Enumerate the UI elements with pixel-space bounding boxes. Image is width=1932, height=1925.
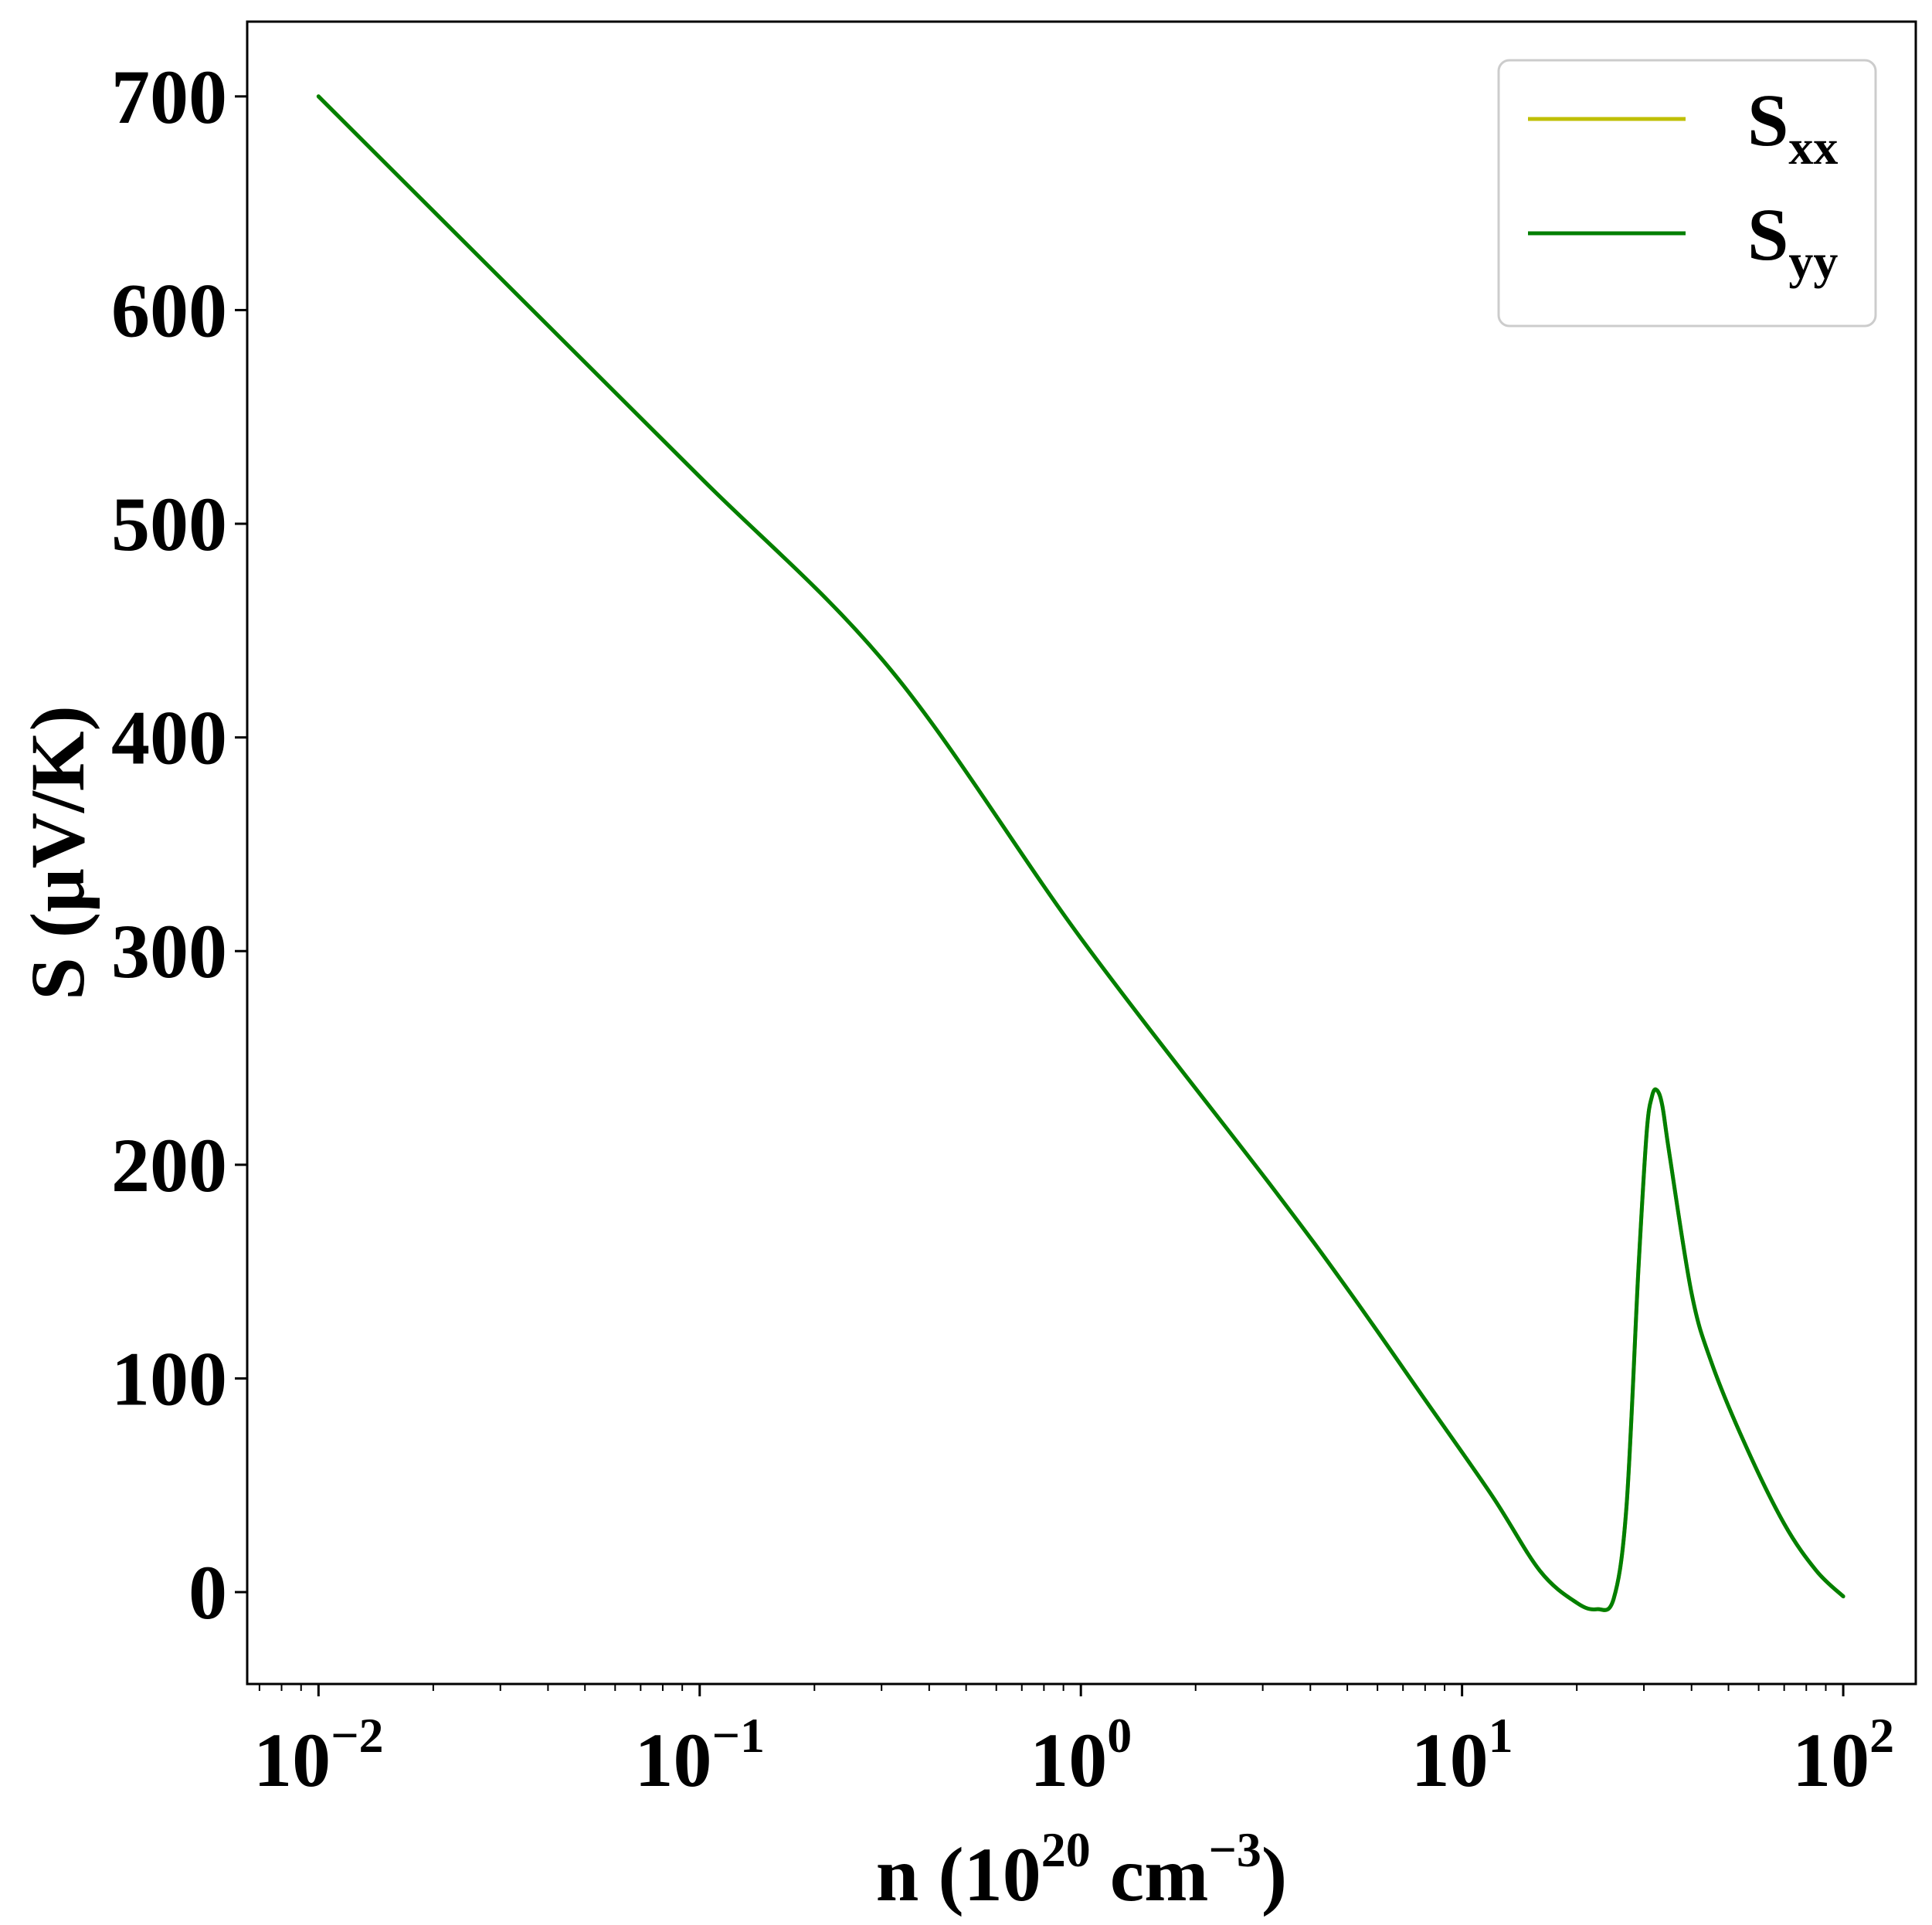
y-tick-label-2: 200 bbox=[111, 1122, 227, 1208]
series-line-syy bbox=[316, 94, 1845, 1612]
legend-label-sxx: Sxx bbox=[1747, 79, 1838, 175]
y-tick-label-7: 700 bbox=[111, 54, 227, 140]
y-tick-label-0: 0 bbox=[188, 1550, 227, 1635]
x-tick-label-1: 10−1 bbox=[635, 1708, 765, 1803]
series-lines bbox=[316, 94, 1845, 1612]
legend-label-syy-sub: yy bbox=[1788, 234, 1838, 289]
legend-label-sxx-sub: xx bbox=[1788, 120, 1838, 175]
legend-label-syy-main: S bbox=[1747, 193, 1788, 276]
y-tick-label-1: 100 bbox=[111, 1336, 227, 1421]
x-tick-label-exp: 2 bbox=[1869, 1708, 1894, 1763]
y-axis-ticks: 0 100 200 300 400 500 600 700 bbox=[111, 54, 247, 1635]
plot-frame bbox=[246, 20, 1917, 1686]
x-tick-label-base: 10 bbox=[1411, 1717, 1489, 1803]
x-axis-label-mid: cm bbox=[1091, 1832, 1209, 1917]
x-axis-ticks: 10−2 10−1 100 101 102 bbox=[253, 1684, 1894, 1803]
x-tick-label-base: 10 bbox=[1030, 1717, 1107, 1803]
x-tick-label-exp: −1 bbox=[712, 1708, 765, 1763]
x-tick-label-2: 100 bbox=[1030, 1708, 1132, 1803]
y-tick-label-3: 300 bbox=[111, 908, 227, 994]
y-tick-label-5: 500 bbox=[111, 481, 227, 567]
legend: Sxx Syy bbox=[1497, 59, 1877, 328]
x-tick-label-exp: 1 bbox=[1489, 1708, 1513, 1763]
y-tick-label-6: 600 bbox=[111, 267, 227, 353]
x-axis-label-sup2: −3 bbox=[1208, 1822, 1261, 1877]
legend-box bbox=[1497, 59, 1877, 328]
x-tick-label-exp: 0 bbox=[1107, 1708, 1132, 1763]
x-tick-label-exp: −2 bbox=[331, 1708, 383, 1763]
x-tick-label-3: 101 bbox=[1411, 1708, 1513, 1803]
x-tick-label-base: 10 bbox=[253, 1717, 331, 1803]
y-axis-label: S (μV/K) bbox=[15, 705, 100, 1000]
x-tick-label-base: 10 bbox=[1792, 1717, 1869, 1803]
legend-label-sxx-main: S bbox=[1747, 79, 1788, 161]
y-tick-label-4: 400 bbox=[111, 695, 227, 781]
legend-label-syy: Syy bbox=[1747, 193, 1838, 289]
x-axis-label-sup1: 20 bbox=[1041, 1822, 1091, 1877]
x-tick-label-base: 10 bbox=[635, 1717, 712, 1803]
x-axis-label-end: ) bbox=[1261, 1832, 1287, 1917]
x-axis-label: n (1020 cm−3) bbox=[876, 1822, 1287, 1917]
x-tick-label-0: 10−2 bbox=[253, 1708, 383, 1803]
x-tick-label-4: 102 bbox=[1792, 1708, 1894, 1803]
x-axis-label-base: n (10 bbox=[876, 1832, 1041, 1917]
